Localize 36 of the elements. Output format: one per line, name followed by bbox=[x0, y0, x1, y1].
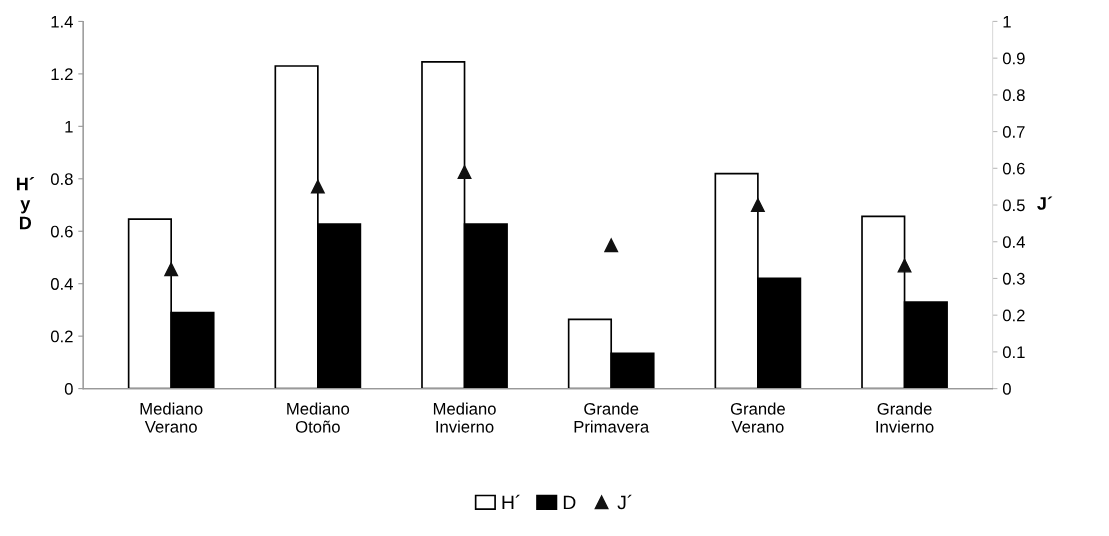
point bbox=[310, 179, 325, 194]
y-tick-label: 0.4 bbox=[50, 278, 73, 290]
y2-tick-label: 1 bbox=[1003, 16, 1011, 28]
point bbox=[457, 165, 472, 179]
y2-tick-label: 0.5 bbox=[1002, 199, 1025, 212]
y-tick-label: 0 bbox=[64, 383, 73, 395]
y-axis-title: H´ y D bbox=[16, 177, 35, 230]
y2-tick-label: 0.7 bbox=[1002, 125, 1025, 138]
x-tick-label: Mediano Otoño bbox=[287, 402, 350, 433]
legend-label: J´ bbox=[617, 494, 632, 510]
legend-label: D bbox=[563, 495, 576, 510]
y-tick-label: 1.2 bbox=[51, 68, 73, 80]
y-tick-label: 1 bbox=[65, 120, 73, 133]
y-tick-label: 0.8 bbox=[50, 173, 73, 185]
y2-tick-label: 0.9 bbox=[1002, 52, 1025, 65]
x-tick-label: Grande Invierno bbox=[876, 402, 934, 433]
y-tick-label: 1.4 bbox=[51, 16, 73, 28]
point bbox=[750, 198, 765, 212]
y2-tick-label: 0 bbox=[1002, 383, 1011, 395]
y2-tick-label: 0.2 bbox=[1002, 309, 1025, 322]
point bbox=[604, 238, 619, 253]
y2-tick-label: 0.4 bbox=[1002, 236, 1025, 248]
y2-tick-label: 0.1 bbox=[1002, 346, 1025, 359]
point bbox=[164, 262, 179, 277]
x-tick-label: Mediano Verano bbox=[140, 402, 203, 433]
y2-tick-label: 0.6 bbox=[1002, 162, 1025, 175]
y-tick-label: 0.6 bbox=[50, 225, 73, 238]
y2-tick-label: 0.8 bbox=[1002, 89, 1025, 102]
x-tick-label: Grande Primavera bbox=[574, 402, 650, 433]
y2-axis-title: J´ bbox=[1037, 196, 1053, 210]
point bbox=[897, 258, 912, 273]
x-tick-label: Mediano Invierno bbox=[433, 402, 496, 433]
y-tick-label: 0.2 bbox=[50, 330, 73, 343]
y2-tick-label: 0.3 bbox=[1002, 272, 1025, 285]
x-tick-label: Grande Verano bbox=[730, 402, 785, 433]
legend-label: H´ bbox=[502, 494, 520, 510]
